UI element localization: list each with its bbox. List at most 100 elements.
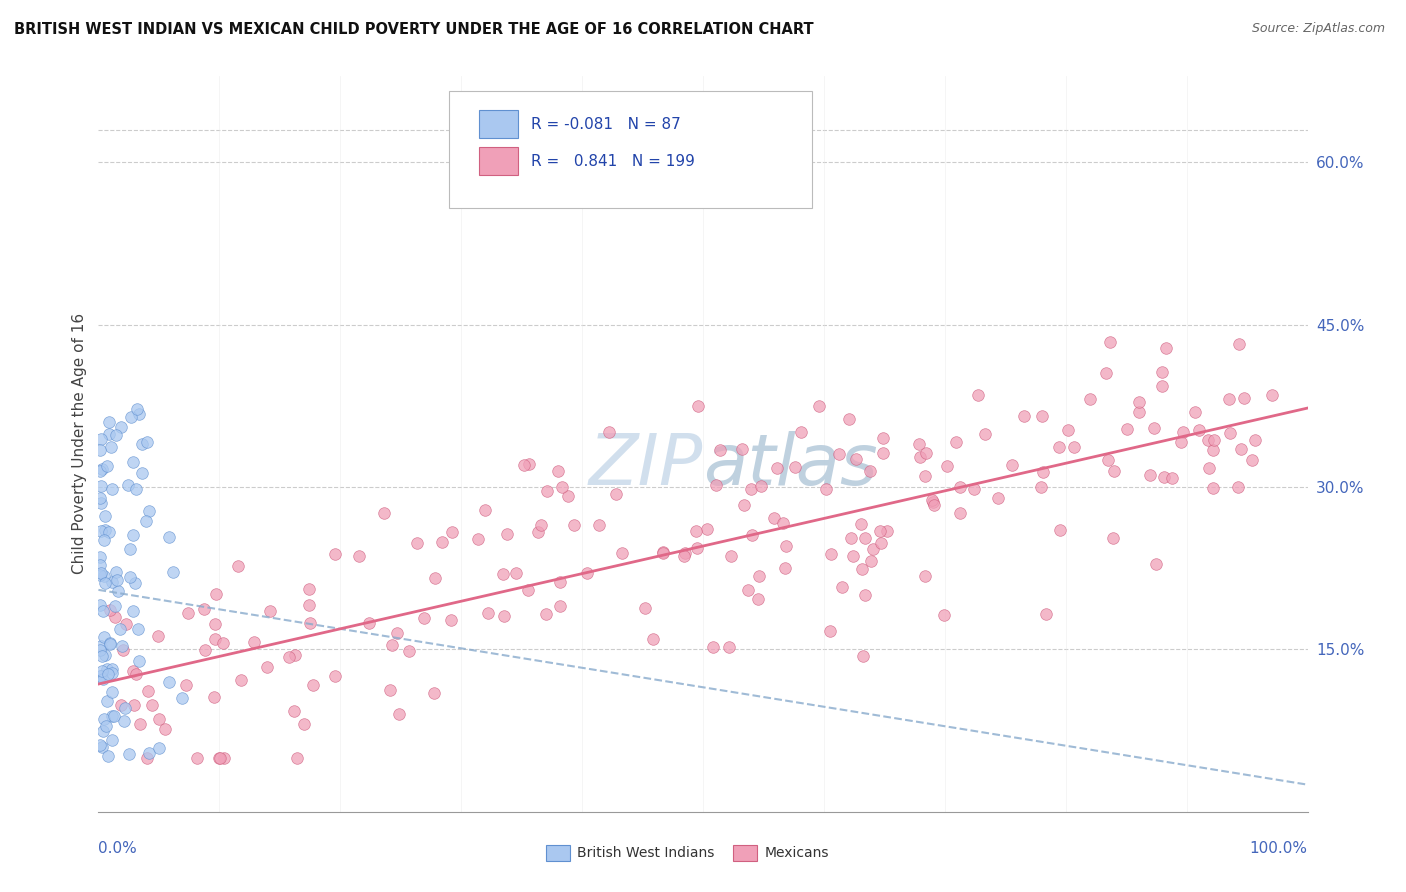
Point	[872, 431, 894, 445]
Point	[551, 481, 574, 495]
Point	[323, 548, 346, 562]
Point	[100, 575, 122, 590]
Point	[831, 580, 853, 594]
Point	[859, 554, 882, 568]
Point	[112, 714, 135, 728]
Point	[118, 570, 141, 584]
Point	[100, 662, 122, 676]
Point	[90, 462, 112, 476]
Point	[652, 544, 675, 558]
Point	[136, 434, 159, 449]
Point	[283, 704, 305, 718]
Point	[1032, 465, 1054, 479]
Point	[530, 517, 553, 532]
Point	[100, 709, 122, 723]
Point	[643, 632, 665, 646]
Point	[170, 690, 193, 705]
Point	[90, 639, 112, 653]
Point	[963, 482, 986, 496]
Point	[97, 748, 120, 763]
Point	[89, 491, 111, 505]
Point	[775, 539, 797, 553]
Point	[1202, 443, 1225, 458]
Y-axis label: Child Poverty Under the Age of 16: Child Poverty Under the Age of 16	[72, 313, 87, 574]
Point	[1001, 458, 1024, 473]
Point	[378, 683, 401, 698]
Point	[1094, 367, 1116, 381]
Point	[212, 635, 235, 649]
Point	[1219, 425, 1241, 440]
Point	[869, 524, 891, 539]
Point	[605, 487, 627, 501]
Point	[138, 503, 160, 517]
Point	[107, 583, 129, 598]
Point	[1057, 423, 1080, 437]
Point	[440, 524, 463, 539]
Point	[1031, 409, 1053, 423]
Point	[1128, 405, 1150, 419]
Point	[385, 626, 408, 640]
Point	[1218, 392, 1240, 406]
Point	[298, 599, 321, 613]
Point	[148, 712, 170, 726]
Point	[845, 451, 868, 466]
Point	[922, 498, 945, 512]
Point	[696, 522, 718, 536]
Point	[111, 639, 134, 653]
Point	[381, 639, 404, 653]
Point	[93, 631, 115, 645]
Point	[557, 489, 579, 503]
Text: R =   0.841   N = 199: R = 0.841 N = 199	[531, 153, 695, 169]
Point	[1049, 523, 1071, 537]
Point	[513, 458, 536, 472]
Point	[89, 598, 111, 612]
Point	[90, 649, 112, 664]
Point	[859, 464, 882, 478]
Point	[1115, 422, 1137, 436]
Point	[100, 441, 122, 455]
Point	[548, 574, 571, 589]
Point	[93, 509, 115, 524]
Point	[97, 525, 120, 540]
Point	[702, 640, 724, 654]
Point	[90, 524, 112, 538]
Point	[908, 450, 931, 464]
Point	[1097, 453, 1119, 467]
Bar	[734, 845, 758, 861]
Point	[747, 592, 769, 607]
Point	[973, 426, 995, 441]
Point	[550, 599, 572, 614]
Point	[1170, 435, 1192, 450]
Point	[176, 606, 198, 620]
Point	[208, 750, 231, 764]
Point	[124, 576, 146, 591]
Point	[93, 533, 115, 548]
Text: Mexicans: Mexicans	[765, 846, 830, 860]
Point	[101, 685, 124, 699]
Point	[828, 447, 851, 461]
Point	[1153, 470, 1175, 484]
Point	[111, 643, 134, 657]
Point	[208, 750, 231, 764]
Point	[114, 701, 136, 715]
Point	[949, 506, 972, 520]
Point	[1144, 557, 1167, 571]
Point	[872, 446, 894, 460]
Point	[686, 541, 709, 555]
Point	[94, 719, 117, 733]
Point	[115, 616, 138, 631]
Point	[966, 388, 988, 402]
Point	[588, 518, 610, 533]
Point	[432, 535, 454, 549]
Point	[162, 566, 184, 580]
Point	[89, 669, 111, 683]
Point	[634, 600, 657, 615]
Point	[104, 427, 127, 442]
Point	[94, 524, 117, 538]
Point	[1154, 341, 1177, 355]
Point	[851, 561, 873, 575]
Point	[256, 660, 278, 674]
Point	[94, 648, 117, 662]
Point	[89, 643, 111, 657]
Point	[122, 455, 145, 469]
